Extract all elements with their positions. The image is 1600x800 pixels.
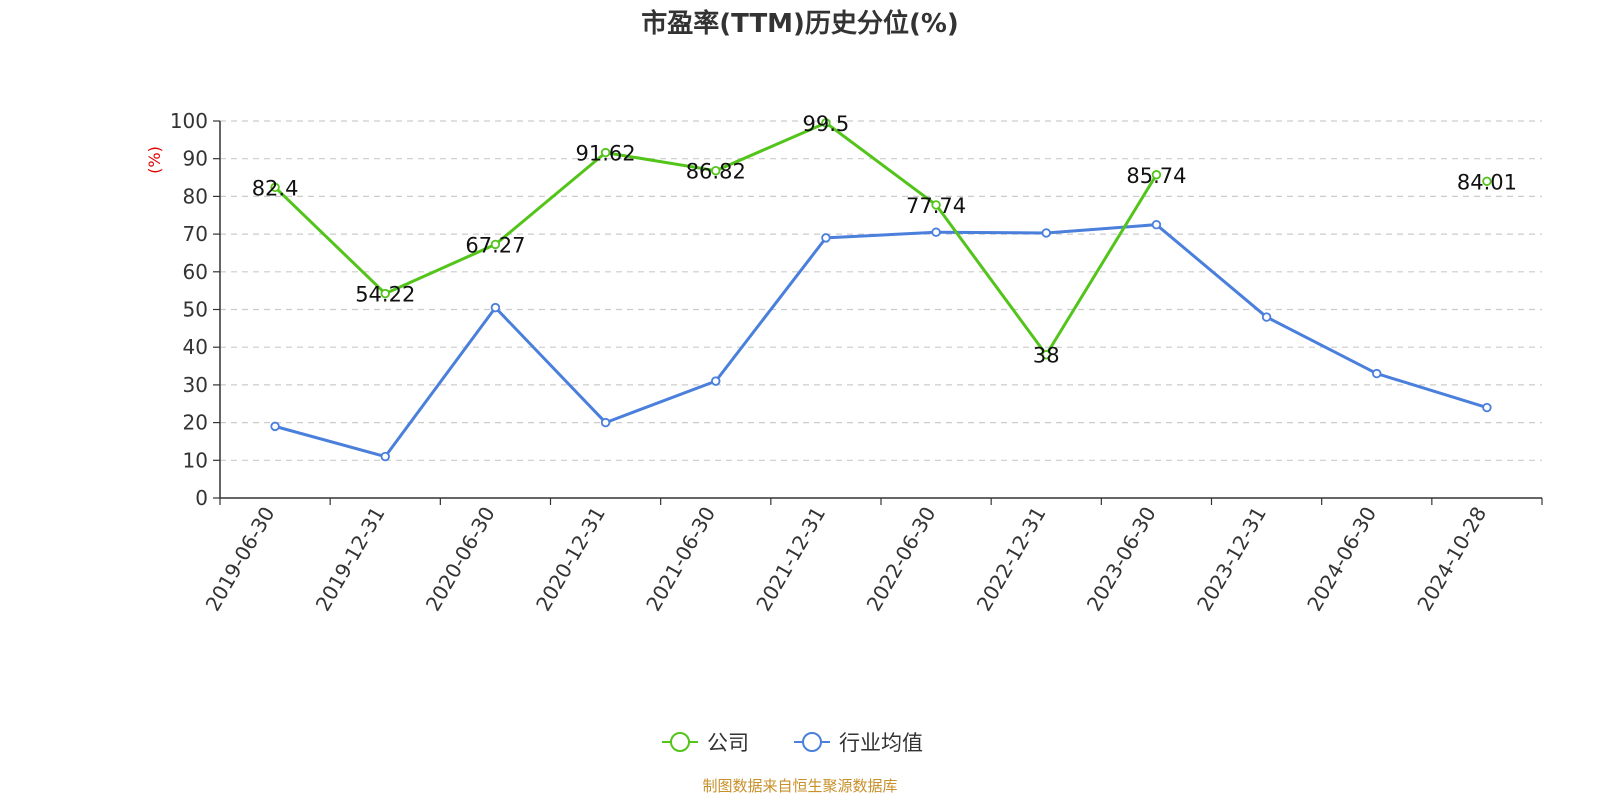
x-tick-label: 2019-12-31 [311,503,390,616]
x-tick-label: 2020-12-31 [531,503,610,616]
source-note: 制图数据来自恒生聚源数据库 [702,777,897,795]
y-tick-label: 60 [183,260,208,284]
y-tick-label: 90 [183,147,208,171]
x-tick-label: 2024-06-30 [1302,503,1381,616]
series-line-segment [824,121,938,207]
series-line-segment [1375,372,1489,410]
legend-marker [670,732,690,752]
series-line-segment [714,236,828,383]
data-point[interactable] [1041,228,1051,238]
data-label: 82.4 [252,176,299,200]
series-line-segment [714,121,828,173]
data-point[interactable] [270,182,280,193]
data-point[interactable] [380,451,390,462]
y-tick-label: 30 [183,373,208,397]
y-tick-label: 80 [183,184,208,208]
y-tick-label: 20 [183,411,208,435]
data-label: 91.62 [576,142,636,166]
series-line-segment [273,424,387,459]
data-labels: 82.4 54.22 67.27 91.62 86.82 99.5 77.74 38 85.74… [252,112,1517,368]
series-line-segment [493,151,608,246]
data-point[interactable] [1372,368,1382,379]
data-point[interactable] [1151,219,1162,230]
series-line-segment [493,306,608,425]
data-point[interactable] [821,233,831,243]
data-point[interactable] [600,417,611,428]
gridlines [220,120,1542,461]
x-axis-ticks: 2019-06-30 2019-12-31 2020-06-30 2020-12-31… [201,498,1543,616]
chart-title: 市盈率(TTM)历史分位(%) [641,8,959,39]
data-point[interactable] [490,302,501,313]
legend-marker [802,732,822,752]
data-point[interactable] [380,288,390,299]
legend-label: 公司 [707,731,749,755]
data-label: 38 [1033,344,1060,368]
series-line-segment [273,185,387,296]
x-tick-label: 2022-06-30 [862,502,941,615]
y-tick-label: 10 [183,448,208,472]
data-point[interactable] [1261,312,1272,322]
data-point[interactable] [490,239,501,250]
data-point[interactable] [1482,402,1492,413]
y-axis-ticks: 0 10 20 30 40 50 60 70 80 90 100 [170,109,220,510]
data-label: 85.74 [1126,164,1186,188]
x-tick-label: 2024-10-28 [1412,503,1491,616]
series-line-segment [934,203,1048,357]
data-label: 84.01 [1457,170,1517,194]
y-tick-label: 70 [183,222,208,246]
series-line-segment [1044,173,1158,357]
data-label: 67.27 [465,233,525,257]
series-line-segment [1044,223,1158,235]
data-point[interactable] [270,421,280,432]
series-line-segment [934,230,1048,235]
y-tick-label: 100 [170,109,208,133]
legend-item[interactable]: 公司 [662,731,749,755]
data-label: 86.82 [686,160,746,184]
y-tick-label: 40 [183,335,208,359]
data-label: 77.74 [906,194,966,218]
data-label: 54.22 [355,283,415,307]
data-point[interactable] [1041,350,1051,360]
x-tick-label: 2021-06-30 [641,503,720,616]
series-line-segment [383,242,497,296]
series-line-segment [383,306,497,459]
x-tick-label: 2022-12-31 [972,503,1051,616]
legend-item[interactable]: 行业均值 [794,731,923,755]
x-tick-label: 2020-06-30 [421,502,500,615]
legend[interactable]: 公司 行业均值 [662,731,923,755]
y-tick-label: 0 [195,486,208,510]
data-point[interactable] [821,118,831,128]
data-point[interactable] [1482,176,1492,186]
series-line-segment [604,379,718,425]
series-layer [270,118,1492,462]
y-tick-label: 50 [183,298,208,322]
x-tick-label: 2021-12-31 [751,503,830,616]
x-tick-label: 2019-06-30 [201,503,280,616]
x-tick-label: 2023-12-31 [1192,503,1271,616]
series-line-segment [824,230,938,240]
data-point[interactable] [711,165,721,176]
legend-label: 行业均值 [839,731,923,755]
series-line-segment [1154,223,1269,319]
x-tick-label: 2023-06-30 [1082,503,1161,616]
data-label: 99.5 [803,112,850,136]
data-point[interactable] [931,200,941,210]
series-line-segment [604,151,718,173]
data-point[interactable] [600,147,611,158]
data-point[interactable] [1151,170,1162,180]
y-axis-unit-label: (%) [145,146,164,174]
data-point[interactable] [931,227,941,237]
data-point[interactable] [711,376,721,386]
series-line-segment [1265,315,1379,376]
